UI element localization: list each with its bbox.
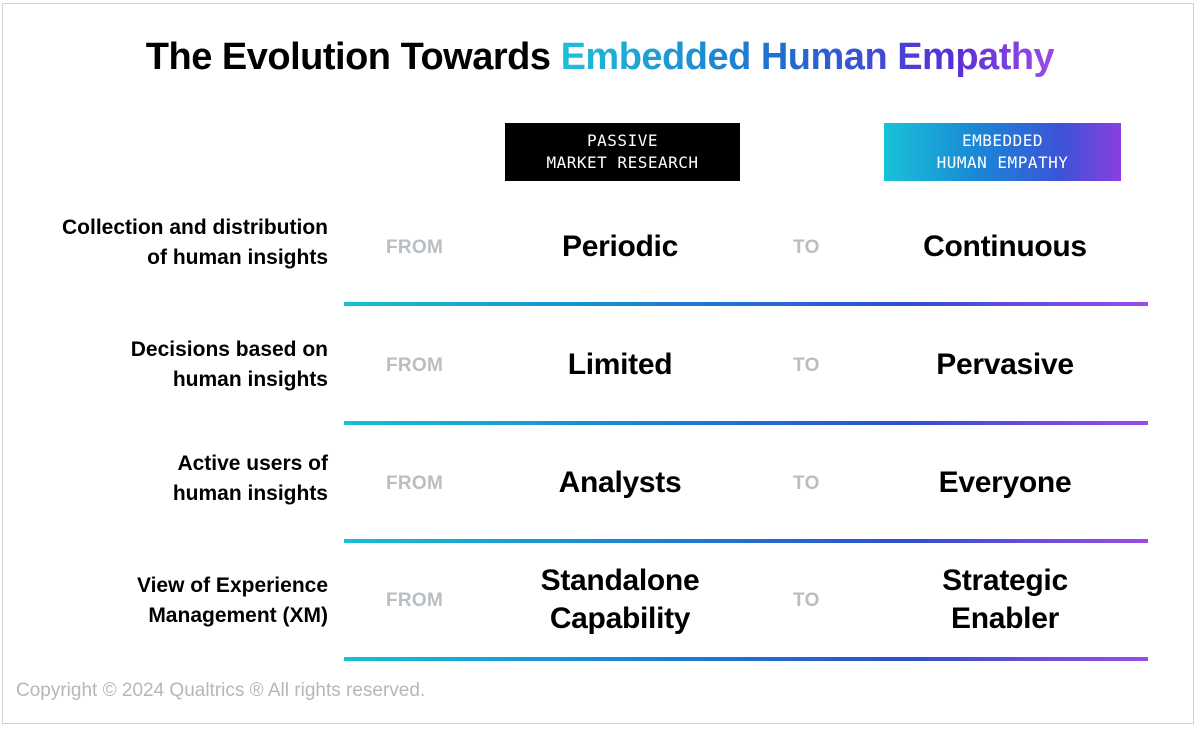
column-header-passive-label: PASSIVE MARKET RESEARCH: [546, 131, 699, 172]
column-header-embedded-label: EMBEDDED HUMAN EMPATHY: [936, 131, 1069, 172]
to-value: Continuous: [923, 230, 1087, 263]
row-divider: [344, 657, 1148, 661]
title-plain: The Evolution Towards: [145, 36, 561, 78]
row-divider: [344, 302, 1148, 306]
to-label: TO: [793, 473, 820, 494]
from-value: Standalone Capability: [540, 564, 700, 635]
from-label: FROM: [386, 237, 444, 258]
from-value: Periodic: [562, 230, 678, 263]
row-label: Collection and distribution of human ins…: [62, 216, 328, 269]
to-label: TO: [793, 237, 820, 258]
from-label: FROM: [386, 473, 444, 494]
row-label: Decisions based on human insights: [130, 338, 328, 391]
to-value: Pervasive: [936, 348, 1074, 381]
title-highlight: Embedded Human Empathy: [560, 36, 1055, 78]
from-label: FROM: [386, 355, 444, 376]
page-title: The Evolution Towards Embedded Human Emp…: [0, 36, 1200, 79]
to-value: Everyone: [938, 466, 1072, 499]
row-divider: [344, 539, 1148, 543]
comparison-row: View of Experience Management (XM) FROM …: [0, 542, 1200, 661]
column-header-embedded: EMBEDDED HUMAN EMPATHY: [884, 123, 1121, 181]
comparison-row: Collection and distribution of human ins…: [0, 188, 1200, 306]
from-value: Limited: [567, 348, 673, 381]
to-label: TO: [793, 590, 820, 611]
from-value: Analysts: [558, 466, 682, 499]
column-header-passive: PASSIVE MARKET RESEARCH: [505, 123, 740, 181]
comparison-row: Decisions based on human insights FROM L…: [0, 306, 1200, 425]
from-label: FROM: [386, 590, 444, 611]
row-label: View of Experience Management (XM): [136, 574, 328, 627]
copyright-notice: Copyright © 2024 Qualtrics ® All rights …: [16, 680, 426, 701]
comparison-row: Active users of human insights FROM Anal…: [0, 424, 1200, 543]
to-label: TO: [793, 355, 820, 376]
to-value: Strategic Enabler: [942, 564, 1068, 635]
row-divider: [344, 421, 1148, 425]
row-label: Active users of human insights: [172, 452, 328, 505]
